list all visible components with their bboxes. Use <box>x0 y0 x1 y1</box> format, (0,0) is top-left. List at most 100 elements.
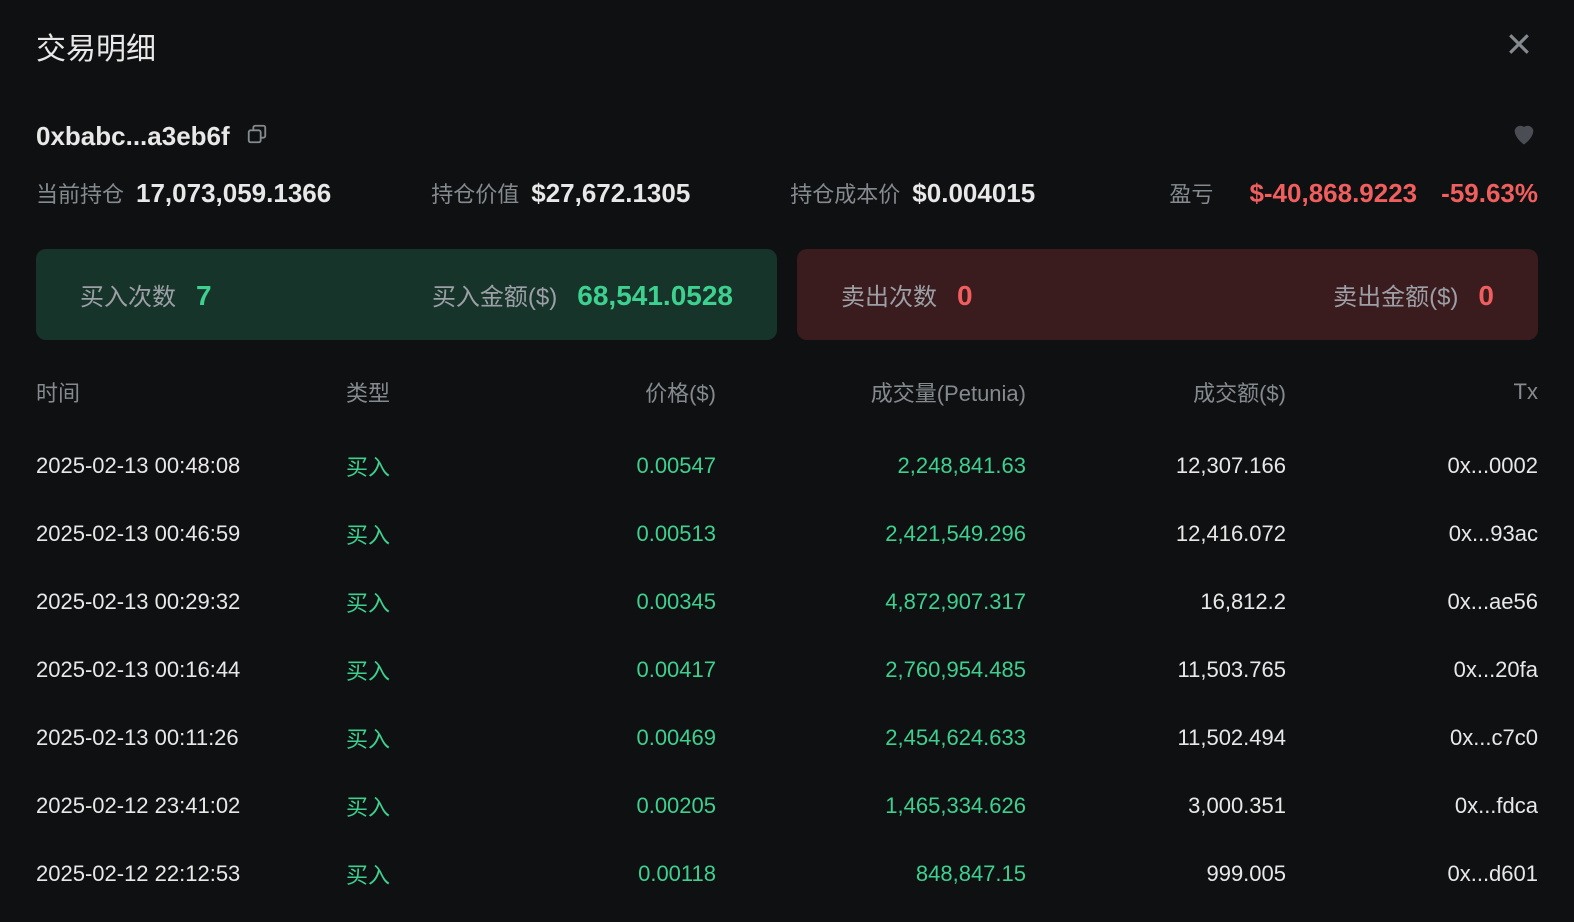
transactions-table: 时间 类型 价格($) 成交量(Petunia) 成交额($) Tx 2025-… <box>36 376 1538 908</box>
th-time: 时间 <box>36 376 346 408</box>
td-tx-link[interactable]: 0x...ae56 <box>1286 589 1538 615</box>
table-row: 2025-02-13 00:29:32买入0.003454,872,907.31… <box>36 568 1538 636</box>
cost-value: $0.004015 <box>912 178 1035 209</box>
sell-card: 卖出次数 0 卖出金额($) 0 <box>797 249 1538 340</box>
td-price: 0.00417 <box>516 657 716 683</box>
td-type: 买入 <box>346 518 516 550</box>
td-tx-link[interactable]: 0x...0002 <box>1286 453 1538 479</box>
modal-content: 0xbabc...a3eb6f 当前持仓 17,073,059.1366 <box>0 120 1574 908</box>
table-row: 2025-02-13 00:48:08买入0.005472,248,841.63… <box>36 432 1538 500</box>
th-tx: Tx <box>1286 379 1538 405</box>
table-header: 时间 类型 价格($) 成交量(Petunia) 成交额($) Tx <box>36 376 1538 432</box>
value-label: 持仓价值 <box>431 177 519 209</box>
td-type: 买入 <box>346 722 516 754</box>
buy-count-label: 买入次数 <box>80 277 176 312</box>
pl-label: 盈亏 <box>1169 177 1213 209</box>
sell-amount-label: 卖出金额($) <box>1333 277 1458 312</box>
position-value: 17,073,059.1366 <box>136 178 331 209</box>
summary-cards: 买入次数 7 买入金额($) 68,541.0528 卖出次数 0 卖出金额($… <box>36 249 1538 340</box>
td-type: 买入 <box>346 450 516 482</box>
td-volume: 1,465,334.626 <box>716 793 1026 819</box>
td-amount: 12,307.166 <box>1026 453 1286 479</box>
td-amount: 3,000.351 <box>1026 793 1286 819</box>
table-row: 2025-02-13 00:46:59买入0.005132,421,549.29… <box>36 500 1538 568</box>
td-time: 2025-02-13 00:29:32 <box>36 589 346 615</box>
td-tx-link[interactable]: 0x...fdca <box>1286 793 1538 819</box>
buy-amount-label: 买入金额($) <box>432 277 557 312</box>
th-price: 价格($) <box>516 376 716 408</box>
stats-row: 当前持仓 17,073,059.1366 持仓价值 $27,672.1305 持… <box>36 177 1538 209</box>
table-row: 2025-02-12 22:12:53买入0.00118848,847.1599… <box>36 840 1538 908</box>
td-volume: 4,872,907.317 <box>716 589 1026 615</box>
td-amount: 11,502.494 <box>1026 725 1286 751</box>
td-volume: 2,454,624.633 <box>716 725 1026 751</box>
favorite-button[interactable] <box>1510 120 1538 153</box>
close-icon <box>1504 29 1534 59</box>
th-type: 类型 <box>346 376 516 408</box>
pl-value: $-40,868.9223 <box>1249 178 1417 209</box>
td-price: 0.00205 <box>516 793 716 819</box>
td-tx-link[interactable]: 0x...20fa <box>1286 657 1538 683</box>
stat-position: 当前持仓 17,073,059.1366 <box>36 177 331 209</box>
td-amount: 16,812.2 <box>1026 589 1286 615</box>
heart-icon <box>1510 120 1538 148</box>
td-time: 2025-02-13 00:46:59 <box>36 521 346 547</box>
table-row: 2025-02-13 00:16:44买入0.004172,760,954.48… <box>36 636 1538 704</box>
td-volume: 2,248,841.63 <box>716 453 1026 479</box>
td-time: 2025-02-12 23:41:02 <box>36 793 346 819</box>
td-type: 买入 <box>346 858 516 890</box>
table-body: 2025-02-13 00:48:08买入0.005472,248,841.63… <box>36 432 1538 908</box>
transaction-detail-modal: 交易明细 0xbabc...a3eb6f <box>0 0 1574 908</box>
td-volume: 2,760,954.485 <box>716 657 1026 683</box>
cost-label: 持仓成本价 <box>790 177 900 209</box>
table-row: 2025-02-12 23:41:02买入0.002051,465,334.62… <box>36 772 1538 840</box>
copy-button[interactable] <box>246 123 268 150</box>
td-type: 买入 <box>346 790 516 822</box>
th-amount: 成交额($) <box>1026 376 1286 408</box>
td-price: 0.00345 <box>516 589 716 615</box>
sell-amount-item: 卖出金额($) 0 <box>1333 277 1494 312</box>
position-label: 当前持仓 <box>36 177 124 209</box>
stat-cost: 持仓成本价 $0.004015 <box>790 177 1035 209</box>
sell-count-item: 卖出次数 0 <box>841 277 973 312</box>
buy-count-item: 买入次数 7 <box>80 277 212 312</box>
td-amount: 12,416.072 <box>1026 521 1286 547</box>
buy-amount-item: 买入金额($) 68,541.0528 <box>432 277 733 312</box>
td-amount: 999.005 <box>1026 861 1286 887</box>
td-price: 0.00513 <box>516 521 716 547</box>
table-row: 2025-02-13 00:11:26买入0.004692,454,624.63… <box>36 704 1538 772</box>
td-tx-link[interactable]: 0x...93ac <box>1286 521 1538 547</box>
address-group: 0xbabc...a3eb6f <box>36 121 268 152</box>
td-price: 0.00547 <box>516 453 716 479</box>
sell-count-value: 0 <box>957 280 973 312</box>
td-time: 2025-02-13 00:16:44 <box>36 657 346 683</box>
td-tx-link[interactable]: 0x...c7c0 <box>1286 725 1538 751</box>
td-time: 2025-02-13 00:48:08 <box>36 453 346 479</box>
sell-count-label: 卖出次数 <box>841 277 937 312</box>
td-time: 2025-02-12 22:12:53 <box>36 861 346 887</box>
td-volume: 2,421,549.296 <box>716 521 1026 547</box>
pl-percent: -59.63% <box>1441 178 1538 209</box>
td-time: 2025-02-13 00:11:26 <box>36 725 346 751</box>
buy-count-value: 7 <box>196 280 212 312</box>
td-price: 0.00118 <box>516 861 716 887</box>
td-tx-link[interactable]: 0x...d601 <box>1286 861 1538 887</box>
close-button[interactable] <box>1500 25 1538 68</box>
td-type: 买入 <box>346 654 516 686</box>
value-value: $27,672.1305 <box>531 178 690 209</box>
buy-amount-value: 68,541.0528 <box>577 280 733 312</box>
address-row: 0xbabc...a3eb6f <box>36 120 1538 153</box>
buy-card: 买入次数 7 买入金额($) 68,541.0528 <box>36 249 777 340</box>
th-volume: 成交量(Petunia) <box>716 376 1026 408</box>
td-price: 0.00469 <box>516 725 716 751</box>
stat-value: 持仓价值 $27,672.1305 <box>431 177 690 209</box>
td-volume: 848,847.15 <box>716 861 1026 887</box>
stat-pl: 盈亏 $-40,868.9223 -59.63% <box>1169 177 1538 209</box>
copy-icon <box>246 123 268 145</box>
td-type: 买入 <box>346 586 516 618</box>
modal-title: 交易明细 <box>36 24 156 68</box>
modal-header: 交易明细 <box>0 0 1574 88</box>
wallet-address[interactable]: 0xbabc...a3eb6f <box>36 121 230 152</box>
td-amount: 11,503.765 <box>1026 657 1286 683</box>
sell-amount-value: 0 <box>1478 280 1494 312</box>
